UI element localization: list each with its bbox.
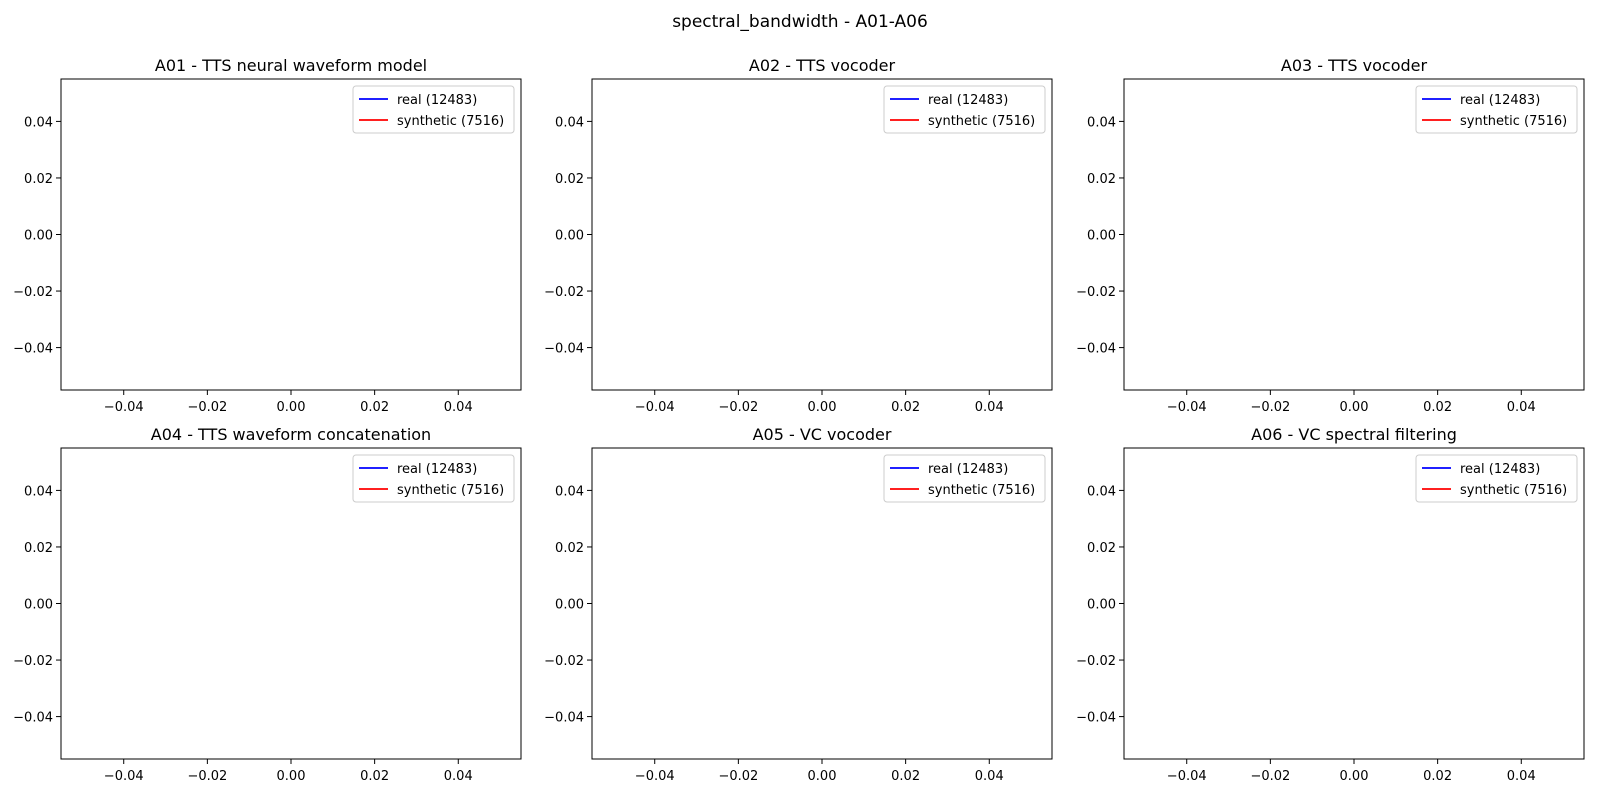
legend-label: real (12483) [1460,93,1540,108]
legend-box [883,454,1046,503]
y-tick-label: 0.04 [1087,484,1116,499]
subplot-title: A04 - TTS waveform concatenation [151,425,431,444]
x-tick-label: −0.04 [1167,769,1207,784]
legend-label: synthetic (7516) [397,114,504,129]
subplot-title: A06 - VC spectral filtering [1251,425,1457,444]
legend-box [1415,454,1578,503]
x-tick-label: −0.02 [1250,769,1290,784]
legend-label: synthetic (7516) [928,483,1035,498]
x-tick-label: −0.02 [718,400,758,415]
y-tick-label: 0.00 [555,229,584,244]
y-tick-label: −0.02 [1076,654,1116,669]
y-tick-label: 0.02 [24,172,53,187]
legend-box [352,85,515,134]
y-tick-label: 0.00 [1087,598,1116,613]
y-tick-label: 0.00 [1087,229,1116,244]
y-tick-label: 0.00 [555,598,584,613]
y-tick-label: 0.02 [24,541,53,556]
legend-box [883,85,1046,134]
y-tick-label: 0.04 [555,484,584,499]
y-tick-label: −0.04 [13,342,53,357]
y-tick-label: 0.04 [24,115,53,130]
y-tick-label: −0.04 [13,711,53,726]
x-tick-label: 0.00 [808,400,837,415]
subplot-5: A05 - VC vocoder −0.04 −0.02 0.00 0.02 0.04 −0… [544,425,1053,784]
y-tick-label: −0.04 [544,711,584,726]
x-tick-label: −0.04 [104,400,144,415]
legend: real (12483) synthetic (7516) [352,85,515,134]
figure-title: spectral_bandwidth - A01-A06 [672,12,928,32]
legend-label: real (12483) [397,93,477,108]
x-tick-label: −0.02 [187,769,227,784]
y-tick-label: −0.02 [13,654,53,669]
x-tick-label: −0.02 [187,400,227,415]
x-tick-label: −0.04 [104,769,144,784]
y-tick-label: 0.02 [1087,172,1116,187]
y-tick-label: −0.04 [544,342,584,357]
y-tick-label: 0.00 [24,229,53,244]
x-tick-label: 0.04 [1507,769,1536,784]
subplot-6: A06 - VC spectral filtering −0.04 −0.02 0.0… [1076,425,1585,784]
legend: real (12483) synthetic (7516) [1415,454,1578,503]
y-tick-label: 0.04 [1087,115,1116,130]
subplot-4: A04 - TTS waveform concatenation −0.04 −0.… [13,425,522,784]
x-tick-label: 0.04 [975,400,1004,415]
y-tick-label: −0.02 [544,654,584,669]
subplot-3: A03 - TTS vocoder −0.04 −0.02 0.00 0.02 0.04 −… [1076,56,1585,415]
legend-label: real (12483) [1460,462,1540,477]
y-tick-label: −0.02 [544,285,584,300]
y-tick-label: 0.02 [1087,541,1116,556]
legend-box [1415,85,1578,134]
x-tick-label: 0.04 [444,400,473,415]
x-tick-label: −0.02 [1250,400,1290,415]
y-tick-label: 0.04 [24,484,53,499]
x-tick-label: 0.00 [277,400,306,415]
legend: real (12483) synthetic (7516) [883,454,1046,503]
subplot-title: A02 - TTS vocoder [749,56,896,75]
x-tick-label: 0.02 [1423,400,1452,415]
y-tick-label: 0.00 [24,598,53,613]
legend-label: real (12483) [928,462,1008,477]
x-tick-label: 0.00 [1340,769,1369,784]
x-tick-label: 0.02 [891,400,920,415]
legend-label: synthetic (7516) [1460,483,1567,498]
legend-label: real (12483) [397,462,477,477]
legend-label: synthetic (7516) [397,483,504,498]
x-tick-label: 0.02 [360,400,389,415]
x-tick-label: −0.04 [635,400,675,415]
y-tick-label: 0.02 [555,172,584,187]
subplot-title: A01 - TTS neural waveform model [155,56,427,75]
legend-label: synthetic (7516) [928,114,1035,129]
y-tick-label: −0.02 [1076,285,1116,300]
x-tick-label: 0.02 [891,769,920,784]
x-tick-label: −0.04 [635,769,675,784]
legend: real (12483) synthetic (7516) [352,454,515,503]
x-tick-label: 0.04 [975,769,1004,784]
x-tick-label: 0.04 [1507,400,1536,415]
subplot-title: A05 - VC vocoder [753,425,892,444]
subplot-2: A02 - TTS vocoder −0.04 −0.02 0.00 0.02 0.04 −… [544,56,1053,415]
x-tick-label: −0.04 [1167,400,1207,415]
legend-label: synthetic (7516) [1460,114,1567,129]
x-tick-label: −0.02 [718,769,758,784]
y-tick-label: −0.04 [1076,711,1116,726]
y-tick-label: −0.02 [13,285,53,300]
y-tick-label: 0.04 [555,115,584,130]
subplot-1: A01 - TTS neural waveform model −0.04 −0.0… [13,56,522,415]
y-tick-label: −0.04 [1076,342,1116,357]
subplot-title: A03 - TTS vocoder [1281,56,1428,75]
legend-box [352,454,515,503]
x-tick-label: 0.00 [1340,400,1369,415]
x-tick-label: 0.04 [444,769,473,784]
x-tick-label: 0.00 [808,769,837,784]
x-tick-label: 0.02 [1423,769,1452,784]
y-tick-label: 0.02 [555,541,584,556]
x-tick-label: 0.02 [360,769,389,784]
legend: real (12483) synthetic (7516) [1415,85,1578,134]
legend: real (12483) synthetic (7516) [883,85,1046,134]
legend-label: real (12483) [928,93,1008,108]
x-tick-label: 0.00 [277,769,306,784]
